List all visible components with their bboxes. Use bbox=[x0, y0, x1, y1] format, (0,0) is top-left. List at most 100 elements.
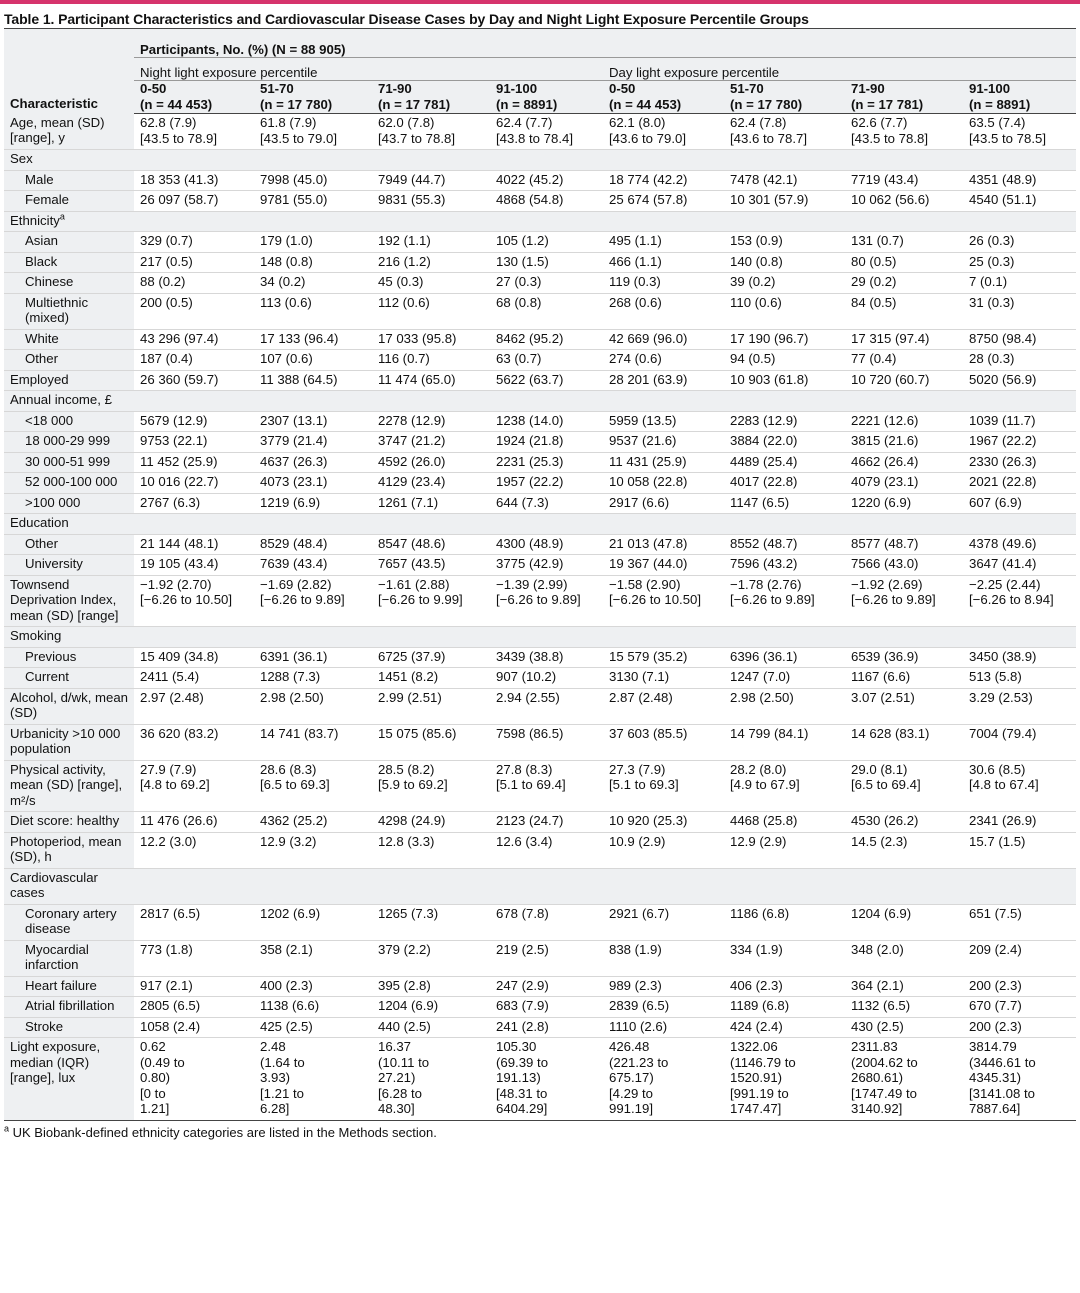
value-cell: 5679 (12.9) bbox=[134, 411, 254, 432]
column-percentile: 91-100 bbox=[496, 81, 538, 96]
row-label: Education bbox=[10, 515, 69, 530]
value-cell: 29 (0.2) bbox=[845, 272, 963, 294]
value-cell: 10 058 (22.8) bbox=[603, 472, 724, 494]
table-title: Table 1. Participant Characteristics and… bbox=[4, 11, 809, 27]
value-cell: 11 476 (26.6) bbox=[134, 811, 254, 833]
value-cell: 31 (0.3) bbox=[963, 293, 1077, 330]
value-cell: 4079 (23.1) bbox=[845, 472, 963, 494]
value-cell: −1.58 (2.90) [−6.26 to 10.50] bbox=[603, 575, 724, 627]
value-cell: 1451 (8.2) bbox=[372, 667, 490, 689]
value-cell: 1147 (6.5) bbox=[724, 493, 845, 514]
row-label: Age, mean (SD) [range], y bbox=[10, 114, 105, 146]
value-cell bbox=[724, 149, 845, 171]
value-cell bbox=[963, 211, 1077, 232]
value-cell: 12.6 (3.4) bbox=[490, 832, 603, 869]
column-count: (n = 17 781) bbox=[851, 96, 924, 112]
row-label-cell: Employed bbox=[4, 370, 134, 391]
value-cell: 607 (6.9) bbox=[963, 493, 1077, 514]
value-cell: 426.48 (221.23 to 675.17) [4.29 to 991.1… bbox=[603, 1037, 724, 1121]
row-label-cell: Cardiovascular cases bbox=[4, 868, 134, 905]
value-cell: 4868 (54.8) bbox=[490, 190, 603, 212]
value-cell: 2311.83 (2004.62 to 2680.61) [1747.49 to… bbox=[845, 1037, 963, 1121]
row-label: >100 000 bbox=[25, 494, 81, 510]
row-label-cell: White bbox=[4, 329, 134, 350]
value-cell: 21 013 (47.8) bbox=[603, 534, 724, 555]
column-percentile: 51-70 bbox=[260, 81, 294, 96]
column-percentile: 51-70 bbox=[730, 81, 764, 96]
column-header: 51-70 (n = 17 780) bbox=[254, 80, 372, 114]
value-cell bbox=[372, 211, 490, 232]
column-header: 71-90 (n = 17 781) bbox=[845, 80, 963, 114]
value-cell bbox=[603, 626, 724, 648]
value-cell: 10 720 (60.7) bbox=[845, 370, 963, 391]
value-cell: 63 (0.7) bbox=[490, 349, 603, 371]
table-row: Previous 15 409 (34.8) 6391 (36.1) 6725 (37… bbox=[4, 647, 1077, 668]
value-cell: −1.78 (2.76) [−6.26 to 9.89] bbox=[724, 575, 845, 627]
value-cell: 1322.06 (1146.79 to 1520.91) [991.19 to … bbox=[724, 1037, 845, 1121]
table-row: Other 21 144 (48.1) 8529 (48.4) 8547 (48.6)… bbox=[4, 534, 1077, 555]
column-header: 91-100 (n = 8891) bbox=[490, 80, 603, 114]
value-cell: 42 669 (96.0) bbox=[603, 329, 724, 350]
value-cell: 192 (1.1) bbox=[372, 231, 490, 253]
value-cell bbox=[603, 149, 724, 171]
table-row: Stroke 1058 (2.4) 425 (2.5) 440 (2.5) 241 (2… bbox=[4, 1017, 1077, 1038]
value-cell: 678 (7.8) bbox=[490, 904, 603, 941]
row-label: Previous bbox=[25, 648, 77, 664]
value-cell: 4637 (26.3) bbox=[254, 452, 372, 473]
value-cell bbox=[254, 149, 372, 171]
value-cell: 3747 (21.2) bbox=[372, 431, 490, 453]
value-cell: 8529 (48.4) bbox=[254, 534, 372, 555]
value-cell bbox=[490, 868, 603, 905]
column-header: 91-100 (n = 8891) bbox=[963, 80, 1077, 114]
value-cell: 62.1 (8.0) [43.6 to 79.0] bbox=[603, 113, 724, 150]
row-label: Stroke bbox=[25, 1018, 64, 1034]
value-cell: 45 (0.3) bbox=[372, 272, 490, 294]
column-percentile: 91-100 bbox=[969, 81, 1011, 96]
row-label: 52 000-100 000 bbox=[25, 474, 118, 489]
value-cell: 513 (5.8) bbox=[963, 667, 1077, 689]
value-cell: 14.5 (2.3) bbox=[845, 832, 963, 869]
value-cell bbox=[254, 390, 372, 412]
value-cell: 119 (0.3) bbox=[603, 272, 724, 294]
row-label-cell: Chinese bbox=[4, 272, 134, 294]
table-row: 52 000-100 000 10 016 (22.7) 4073 (23.1) 41… bbox=[4, 472, 1077, 494]
value-cell: 11 452 (25.9) bbox=[134, 452, 254, 473]
value-cell: 36 620 (83.2) bbox=[134, 724, 254, 761]
value-cell: 2.98 (2.50) bbox=[254, 688, 372, 725]
value-cell: 3814.79 (3446.61 to 4345.31) [3141.08 to… bbox=[963, 1037, 1077, 1121]
value-cell: 113 (0.6) bbox=[254, 293, 372, 330]
column-header: 71-90 (n = 17 781) bbox=[372, 80, 490, 114]
footnote-text: UK Biobank-defined ethnicity categories … bbox=[12, 1124, 437, 1140]
value-cell: 25 (0.3) bbox=[963, 252, 1077, 273]
value-cell: 107 (0.6) bbox=[254, 349, 372, 371]
value-cell: 1138 (6.6) bbox=[254, 996, 372, 1018]
value-cell bbox=[603, 868, 724, 905]
value-cell: 2341 (26.9) bbox=[963, 811, 1077, 833]
row-label: Sex bbox=[10, 151, 33, 166]
table-row: Male 18 353 (41.3) 7998 (45.0) 7949 (44.7) 4… bbox=[4, 170, 1077, 191]
value-cell: 4378 (49.6) bbox=[963, 534, 1077, 555]
value-cell: 179 (1.0) bbox=[254, 231, 372, 253]
value-cell: 5959 (13.5) bbox=[603, 411, 724, 432]
table-row: Other 187 (0.4) 107 (0.6) 116 (0.7) 63 (0.7)… bbox=[4, 349, 1077, 371]
row-label-cell: 18 000-29 999 bbox=[4, 431, 134, 453]
value-cell: 34 (0.2) bbox=[254, 272, 372, 294]
value-cell: 62.8 (7.9) [43.5 to 78.9] bbox=[134, 113, 254, 150]
value-cell bbox=[963, 390, 1077, 412]
column-percentile: 0-50 bbox=[609, 81, 636, 96]
value-cell bbox=[134, 390, 254, 412]
value-cell: 105.30 (69.39 to 191.13) [48.31 to 6404.… bbox=[490, 1037, 603, 1121]
title-accent-bar bbox=[0, 0, 1080, 4]
value-cell bbox=[372, 149, 490, 171]
row-label: Other bbox=[25, 535, 58, 551]
table-row: White 43 296 (97.4) 17 133 (96.4) 17 033 (9… bbox=[4, 329, 1077, 350]
value-cell bbox=[845, 513, 963, 535]
value-cell: 6539 (36.9) bbox=[845, 647, 963, 668]
value-cell: 268 (0.6) bbox=[603, 293, 724, 330]
value-cell: −2.25 (2.44) [−6.26 to 8.94] bbox=[963, 575, 1077, 627]
row-label-cell: Diet score: healthy bbox=[4, 811, 134, 833]
value-cell: 358 (2.1) bbox=[254, 940, 372, 977]
table-row: Education bbox=[4, 513, 1077, 535]
column-count: (n = 44 453) bbox=[609, 96, 682, 112]
value-cell: 4298 (24.9) bbox=[372, 811, 490, 833]
